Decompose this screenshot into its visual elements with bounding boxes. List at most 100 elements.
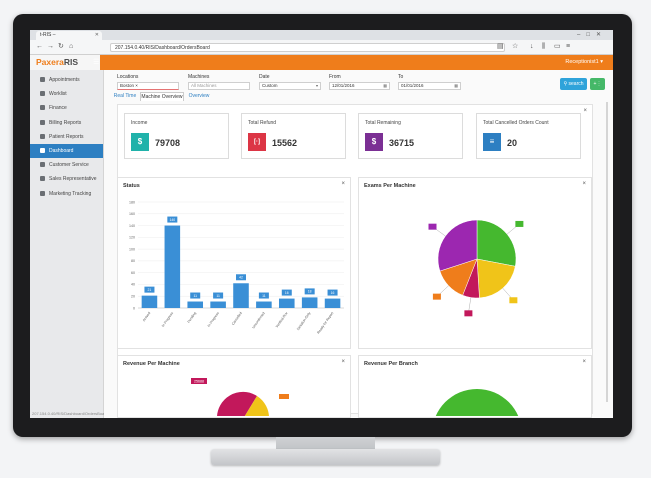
pie-slice <box>476 258 516 299</box>
close-icon[interactable]: × <box>341 359 345 365</box>
y-tick-label: 100 <box>129 247 135 251</box>
data-label: 21 <box>148 288 152 292</box>
to-date-input[interactable]: 01/01/2016 ▦ <box>398 82 461 90</box>
x-tick-label: In Progress <box>207 311 220 328</box>
bar <box>301 297 318 308</box>
bar <box>233 283 249 308</box>
data-label: 140 <box>169 218 175 222</box>
close-icon[interactable]: × <box>341 181 345 187</box>
library-icon[interactable]: ⫼ <box>542 43 546 50</box>
x-tick-label: Unconfirmed <box>251 311 265 329</box>
bar <box>278 298 295 308</box>
machines-label: Machines <box>188 74 210 80</box>
x-tick-label: Pending <box>187 311 197 324</box>
revenue-branch-pie <box>435 389 519 416</box>
calendar-icon[interactable]: ▦ <box>383 83 387 88</box>
machines-select[interactable]: All Machines <box>188 82 250 90</box>
kpi-value: 20 <box>507 138 518 148</box>
scrollbar[interactable] <box>606 102 608 402</box>
date-label: Date <box>259 74 270 80</box>
bookmark-icon[interactable]: ☆ <box>512 43 519 50</box>
sidebar-item-worklist[interactable]: Worklist <box>30 87 103 101</box>
tab-real-time[interactable]: Real Time <box>113 93 137 99</box>
browser-tab[interactable]: t-RIS – ✕ <box>36 31 102 40</box>
data-label-box <box>327 289 338 296</box>
x-tick-label: Dictation-Only <box>296 311 312 331</box>
search-button[interactable]: ⚲ search <box>560 78 587 90</box>
headset-icon <box>40 162 45 168</box>
kpi-total-refund: Total Refund [·] 15562 <box>241 113 346 159</box>
app-header: PaxeraRIS ☰ Receptionist1 ▾ <box>30 55 613 70</box>
chevron-down-icon: ▾ <box>315 83 318 88</box>
pie-slice <box>435 389 519 416</box>
sidebar-item-label: Worklist <box>49 91 67 98</box>
forward-icon[interactable]: → <box>47 43 54 50</box>
data-label: 11 <box>193 294 197 298</box>
app-logo[interactable]: PaxeraRIS <box>30 55 100 70</box>
bar <box>324 298 341 308</box>
back-icon[interactable]: ← <box>36 43 43 50</box>
data-label-box <box>515 220 524 227</box>
data-label-box <box>281 289 292 296</box>
menu-icon[interactable]: ≡ <box>566 43 571 50</box>
user-menu[interactable]: Receptionist1 ▾ <box>565 59 603 65</box>
sidebar-item-label: Patient Reports <box>49 133 84 140</box>
sidebar-item-label: Marketing Tracking <box>49 190 92 197</box>
address-bar[interactable]: 207.154.0.40/RIS/Dashboard/OrdersBoard <box>110 43 505 52</box>
calendar-icon[interactable]: ▦ <box>454 83 458 88</box>
data-label-box <box>279 394 289 399</box>
hamburger-icon[interactable]: ☰ <box>93 59 100 66</box>
pie-slice <box>217 391 257 416</box>
tab-machine-overview[interactable]: Machine Overview <box>140 92 184 101</box>
sidebar: Appointments Worklist Finance Billing Re… <box>30 70 108 418</box>
revenue-machine-pie: 25688 <box>191 378 289 416</box>
tab-overview[interactable]: Overview <box>188 93 210 99</box>
data-label-box <box>213 292 224 299</box>
panel-title: Status <box>123 183 140 189</box>
close-icon[interactable]: × <box>582 359 586 365</box>
refund-icon: [·] <box>248 133 266 151</box>
bar <box>141 295 158 308</box>
sidebar-item-customer-service[interactable]: Customer Service <box>30 158 103 172</box>
options-button[interactable]: +⋮ <box>590 78 605 90</box>
file-icon <box>40 133 45 139</box>
kpi-label: Total Remaining <box>365 120 401 126</box>
sidebar-item-billing-reports[interactable]: Billing Reports <box>30 116 103 130</box>
from-date-input[interactable]: 12/01/2016 ▦ <box>329 82 390 90</box>
sidebar-item-label: Finance <box>49 105 67 112</box>
reload-icon[interactable]: ↻ <box>58 43 64 50</box>
download-icon[interactable]: ↓ <box>530 43 534 50</box>
home-icon[interactable]: ⌂ <box>69 43 74 50</box>
data-label: 18 <box>308 290 312 294</box>
sidebar-item-patient-reports[interactable]: Patient Reports <box>30 130 103 144</box>
sidebar-item-appointments[interactable]: Appointments <box>30 73 103 87</box>
kpi-label: Total Cancelled Orders Count <box>483 120 549 126</box>
kpi-cancelled-orders: Total Cancelled Orders Count ≡ 20 <box>476 113 581 159</box>
close-icon[interactable]: × <box>582 181 586 187</box>
x-tick-label: In Progress <box>161 311 174 328</box>
y-tick-label: 40 <box>131 283 135 287</box>
data-label-box <box>428 223 437 230</box>
date-select[interactable]: Custom ▾ <box>259 82 321 90</box>
sidebar-item-finance[interactable]: Finance <box>30 101 103 115</box>
pie-slice <box>244 396 269 416</box>
list-icon <box>40 91 45 97</box>
dollar-icon: $ <box>365 133 383 151</box>
monitor-stand-base <box>211 449 440 465</box>
locations-select[interactable]: Boston × <box>117 82 179 90</box>
sidebar-item-dashboard[interactable]: Dashboard <box>30 143 103 159</box>
money-icon <box>40 105 45 111</box>
sidebar-item-marketing-tracking[interactable]: Marketing Tracking <box>30 187 103 201</box>
sidebar-toggle-icon[interactable]: ▭ <box>554 43 561 50</box>
close-tab-icon[interactable]: ✕ <box>94 32 99 38</box>
sidebar-item-sales-representative[interactable]: Sales Representative <box>30 172 103 186</box>
close-icon[interactable]: × <box>583 108 587 114</box>
main-content: Locations Boston × Machines All Machines… <box>104 70 613 418</box>
data-label-box <box>509 297 518 304</box>
window-controls[interactable]: –□✕ <box>577 32 607 38</box>
pie-slice <box>437 219 478 272</box>
exams-pie-chart <box>428 219 524 317</box>
x-tick-label: Arrived <box>142 311 152 322</box>
reader-icon[interactable]: ▤ <box>497 43 504 50</box>
y-tick-label: 60 <box>131 271 135 275</box>
